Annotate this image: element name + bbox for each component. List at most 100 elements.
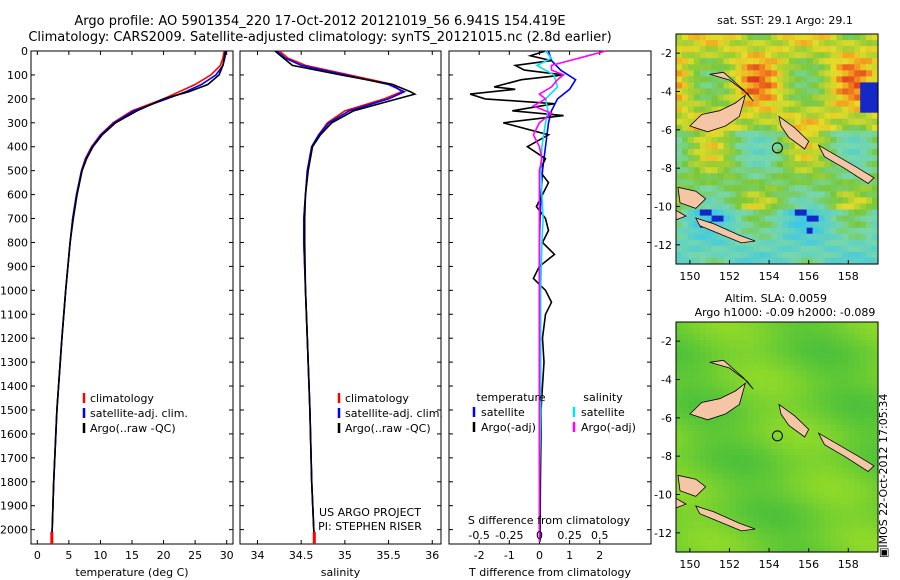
map-cell bbox=[777, 34, 784, 41]
map-cell bbox=[794, 112, 802, 120]
map-cell bbox=[759, 358, 766, 365]
map-cell bbox=[777, 221, 784, 229]
map-cell bbox=[687, 527, 695, 535]
map-cell bbox=[723, 364, 730, 372]
map-cell bbox=[777, 245, 784, 253]
map-cell bbox=[782, 203, 790, 211]
map-cell bbox=[872, 34, 879, 41]
map-cell bbox=[782, 370, 790, 378]
map-cell bbox=[747, 257, 754, 265]
map-cell bbox=[759, 370, 766, 378]
map-cell bbox=[717, 328, 725, 335]
map-cell bbox=[866, 485, 873, 493]
map-cell bbox=[806, 106, 814, 114]
map-cell bbox=[693, 521, 701, 529]
map-cell bbox=[777, 46, 784, 53]
map-cell bbox=[824, 376, 831, 384]
map-cell bbox=[777, 124, 784, 132]
map-cell bbox=[765, 437, 772, 444]
map-cell bbox=[711, 136, 719, 144]
map-cell bbox=[723, 167, 730, 174]
map-cell bbox=[854, 406, 861, 414]
map-cell bbox=[872, 82, 879, 90]
map-cell bbox=[854, 52, 861, 59]
map-cell bbox=[794, 364, 802, 372]
map-cell bbox=[830, 545, 837, 553]
map-cell bbox=[818, 257, 826, 265]
map-cell bbox=[788, 34, 796, 41]
map-cell bbox=[765, 491, 772, 499]
map-cell bbox=[824, 473, 831, 480]
map-cell bbox=[765, 503, 772, 511]
map-cell bbox=[705, 467, 713, 474]
map-cell bbox=[681, 227, 689, 235]
map-cell bbox=[824, 118, 831, 126]
map-cell bbox=[806, 88, 814, 96]
map-cell bbox=[794, 167, 802, 174]
map-cell bbox=[687, 334, 695, 341]
map-cell bbox=[723, 149, 730, 156]
map-cell bbox=[860, 328, 867, 335]
map-cell bbox=[794, 455, 802, 462]
map-cell bbox=[741, 473, 748, 480]
map-cell bbox=[765, 461, 772, 468]
map-cell bbox=[735, 257, 742, 265]
map-cell bbox=[771, 467, 778, 474]
map-cell bbox=[860, 340, 867, 347]
map-cell bbox=[806, 185, 814, 192]
map-cell bbox=[699, 521, 707, 529]
map-cell bbox=[753, 449, 760, 456]
map-cell bbox=[836, 185, 843, 192]
map-cell bbox=[812, 479, 820, 487]
map-cell bbox=[699, 251, 707, 259]
map-cell bbox=[681, 346, 689, 353]
map-cell bbox=[806, 533, 814, 541]
map-cell bbox=[693, 233, 701, 241]
map-cell bbox=[824, 430, 831, 438]
map-cell bbox=[687, 185, 695, 192]
map-cell bbox=[771, 52, 778, 59]
map-cell bbox=[788, 388, 796, 396]
map-cell bbox=[735, 142, 742, 150]
map-cell bbox=[741, 497, 748, 505]
map-cell bbox=[717, 388, 725, 396]
map-cell bbox=[818, 485, 826, 493]
map-cell bbox=[699, 370, 707, 378]
map-cell bbox=[824, 209, 831, 217]
map-cell bbox=[687, 388, 695, 396]
map-cell bbox=[860, 364, 867, 372]
map-cell bbox=[711, 173, 719, 180]
map-cell bbox=[759, 161, 766, 168]
map-cell bbox=[687, 161, 695, 168]
map-cell bbox=[777, 257, 784, 265]
map-cell bbox=[687, 58, 695, 65]
map-cell bbox=[812, 539, 820, 547]
map-cell bbox=[747, 467, 754, 474]
map-cell bbox=[872, 406, 879, 414]
map-cell bbox=[759, 191, 766, 199]
map-cell bbox=[782, 485, 790, 493]
map-cell bbox=[848, 485, 855, 493]
map-cell bbox=[788, 370, 796, 378]
map-cell bbox=[854, 479, 861, 487]
map-cell bbox=[717, 539, 725, 547]
map-cell bbox=[676, 424, 683, 432]
map-cell bbox=[836, 233, 843, 241]
map-cell bbox=[729, 142, 736, 150]
map-cell bbox=[759, 533, 766, 541]
map-cell bbox=[818, 58, 826, 65]
map-cell bbox=[836, 40, 843, 47]
map-cell bbox=[765, 527, 772, 535]
map-cell bbox=[711, 370, 719, 378]
map-cell bbox=[848, 76, 855, 84]
map-cell bbox=[711, 239, 719, 247]
map-cell bbox=[818, 497, 826, 505]
map-cell bbox=[818, 94, 826, 102]
map-cell bbox=[777, 491, 784, 499]
map-cell bbox=[705, 64, 713, 71]
map-cell bbox=[771, 388, 778, 396]
map-cell bbox=[788, 346, 796, 353]
map-cell bbox=[854, 430, 861, 438]
map-cell bbox=[854, 203, 861, 211]
map-cell bbox=[741, 527, 748, 535]
